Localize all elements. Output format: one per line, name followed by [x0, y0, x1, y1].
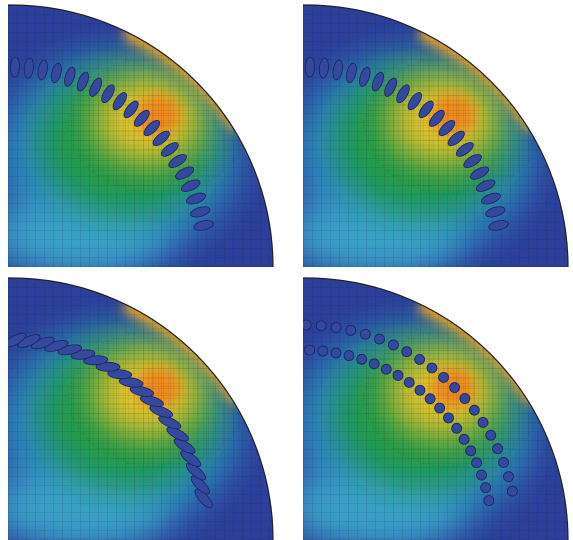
figure	[0, 0, 573, 540]
hole	[388, 340, 398, 350]
hole	[450, 383, 460, 393]
hole	[10, 57, 20, 77]
hole	[415, 354, 425, 364]
hole	[499, 457, 509, 467]
hole	[486, 430, 496, 440]
hole	[331, 348, 341, 358]
hole	[318, 346, 328, 356]
hole	[507, 486, 517, 496]
hole	[305, 57, 315, 77]
hole	[444, 413, 454, 423]
hole	[369, 359, 379, 369]
hole	[472, 458, 482, 468]
hole	[344, 351, 354, 361]
panel	[0, 278, 278, 540]
hole	[469, 405, 479, 415]
hole	[493, 444, 503, 454]
hole	[425, 394, 435, 404]
hole	[481, 483, 491, 493]
hole	[301, 320, 311, 330]
hole	[357, 354, 367, 364]
hole	[484, 495, 494, 505]
hole	[460, 394, 470, 404]
panel	[283, 278, 573, 540]
hole	[477, 470, 487, 480]
figure-canvas	[0, 0, 573, 540]
hole	[316, 321, 326, 331]
hole	[381, 364, 391, 374]
hole	[346, 325, 356, 335]
panel	[283, 5, 573, 275]
hole	[393, 370, 403, 380]
hole	[503, 472, 513, 482]
hole	[375, 334, 385, 344]
hole	[452, 423, 462, 433]
hole	[439, 372, 449, 382]
hole	[404, 377, 414, 387]
hole	[402, 347, 412, 357]
hole	[435, 403, 445, 413]
hole	[331, 323, 341, 333]
hole	[459, 434, 469, 444]
hole	[466, 446, 476, 456]
hole	[415, 385, 425, 395]
hole	[305, 345, 315, 355]
hole	[360, 329, 370, 339]
hole	[427, 363, 437, 373]
panel	[0, 5, 278, 275]
hole	[478, 417, 488, 427]
